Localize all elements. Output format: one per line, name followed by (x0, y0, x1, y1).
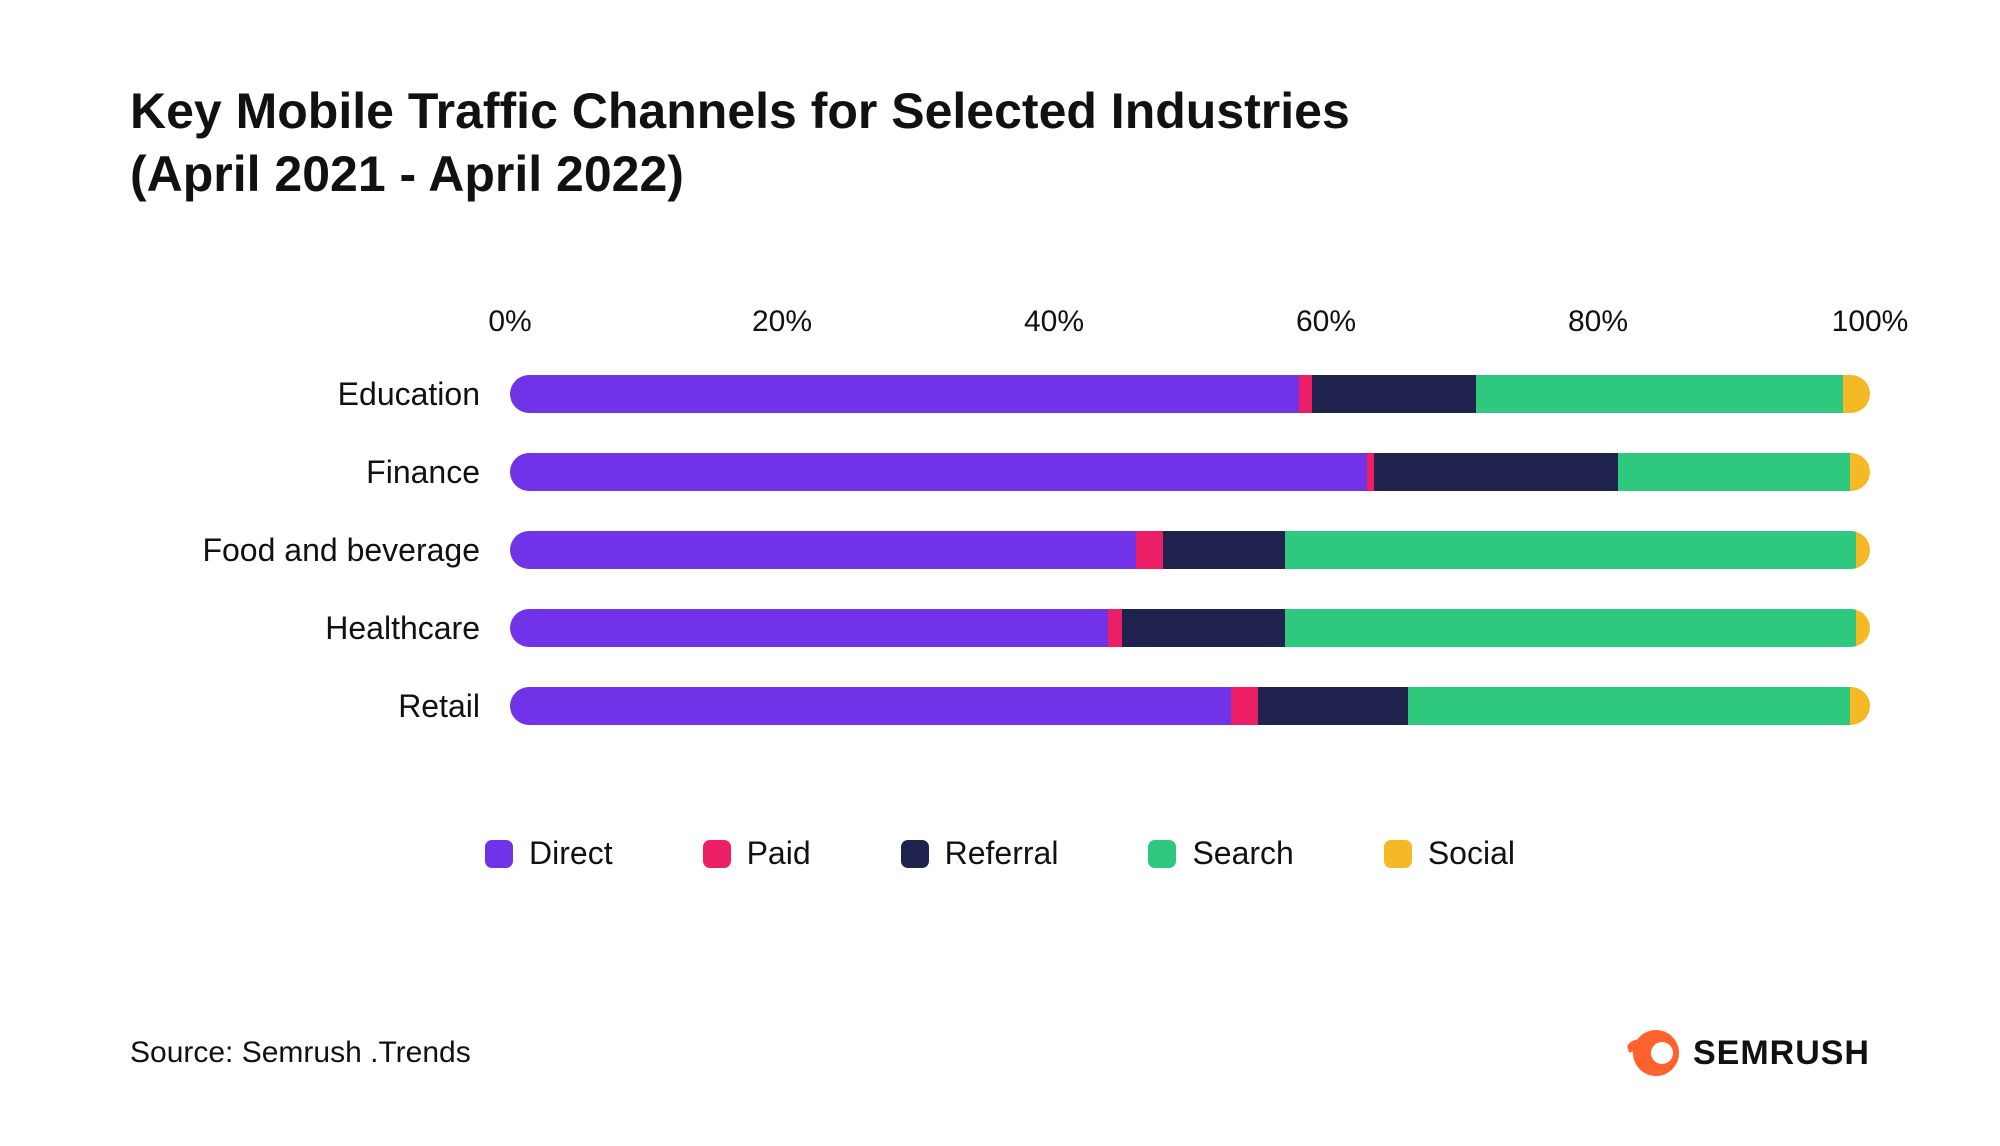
bar-segment-search (1285, 531, 1856, 569)
axis-tick: 0% (488, 305, 531, 339)
bar-segment-direct (510, 375, 1299, 413)
bar-row: Finance (130, 453, 1870, 491)
axis-tick: 60% (1296, 305, 1356, 339)
bar-segment-social (1843, 375, 1870, 413)
bar-row: Food and beverage (130, 531, 1870, 569)
bar-segment-social (1856, 531, 1870, 569)
bar-segment-direct (510, 531, 1136, 569)
bar-row: Healthcare (130, 609, 1870, 647)
row-label: Finance (130, 454, 510, 491)
bar-segment-referral (1122, 609, 1285, 647)
legend-label: Referral (945, 835, 1059, 872)
legend-label: Direct (529, 835, 613, 872)
chart: 0%20%40%60%80%100% EducationFinanceFood … (130, 305, 1870, 872)
legend-swatch (485, 840, 513, 868)
brand-logo: SEMRUSH (1633, 1030, 1870, 1076)
bar-segment-paid (1299, 375, 1313, 413)
bar-track (510, 609, 1870, 647)
bar-segment-search (1408, 687, 1850, 725)
legend-label: Search (1192, 835, 1293, 872)
title-line-2: (April 2021 - April 2022) (130, 146, 684, 202)
bar-segment-direct (510, 609, 1108, 647)
legend-label: Paid (747, 835, 811, 872)
bar-segment-paid (1231, 687, 1258, 725)
bar-track (510, 453, 1870, 491)
legend-item-search: Search (1148, 835, 1293, 872)
bar-track (510, 375, 1870, 413)
bar-segment-paid (1367, 453, 1374, 491)
bar-track (510, 531, 1870, 569)
semrush-icon (1633, 1030, 1679, 1076)
source-text: Source: Semrush .Trends (130, 1036, 471, 1070)
brand-name: SEMRUSH (1693, 1034, 1870, 1073)
bar-segment-social (1856, 609, 1870, 647)
legend-item-referral: Referral (901, 835, 1059, 872)
legend-item-social: Social (1384, 835, 1515, 872)
bar-row: Retail (130, 687, 1870, 725)
bar-segment-referral (1312, 375, 1475, 413)
bar-segment-referral (1374, 453, 1619, 491)
bar-segment-paid (1136, 531, 1163, 569)
legend-label: Social (1428, 835, 1515, 872)
row-label: Food and beverage (130, 532, 510, 569)
bar-row: Education (130, 375, 1870, 413)
bar-segment-paid (1108, 609, 1122, 647)
bar-segment-direct (510, 453, 1367, 491)
bar-segment-search (1285, 609, 1856, 647)
row-label: Retail (130, 688, 510, 725)
bar-segment-search (1476, 375, 1843, 413)
legend: Direct Paid Referral Search Social (130, 835, 1870, 872)
legend-item-direct: Direct (485, 835, 613, 872)
axis-tick: 20% (752, 305, 812, 339)
axis-tick: 40% (1024, 305, 1084, 339)
legend-swatch (1148, 840, 1176, 868)
bar-segment-search (1618, 453, 1849, 491)
legend-item-paid: Paid (703, 835, 811, 872)
title-line-1: Key Mobile Traffic Channels for Selected… (130, 83, 1350, 139)
bar-segment-direct (510, 687, 1231, 725)
bar-segment-social (1850, 453, 1870, 491)
x-axis: 0%20%40%60%80%100% (130, 305, 1870, 345)
bar-segment-referral (1163, 531, 1285, 569)
row-label: Education (130, 376, 510, 413)
axis-tick: 80% (1568, 305, 1628, 339)
legend-swatch (901, 840, 929, 868)
bar-track (510, 687, 1870, 725)
bar-segment-social (1850, 687, 1870, 725)
legend-swatch (1384, 840, 1412, 868)
axis-tick: 100% (1832, 305, 1909, 339)
chart-title: Key Mobile Traffic Channels for Selected… (130, 80, 1870, 205)
row-label: Healthcare (130, 610, 510, 647)
bar-segment-referral (1258, 687, 1408, 725)
legend-swatch (703, 840, 731, 868)
